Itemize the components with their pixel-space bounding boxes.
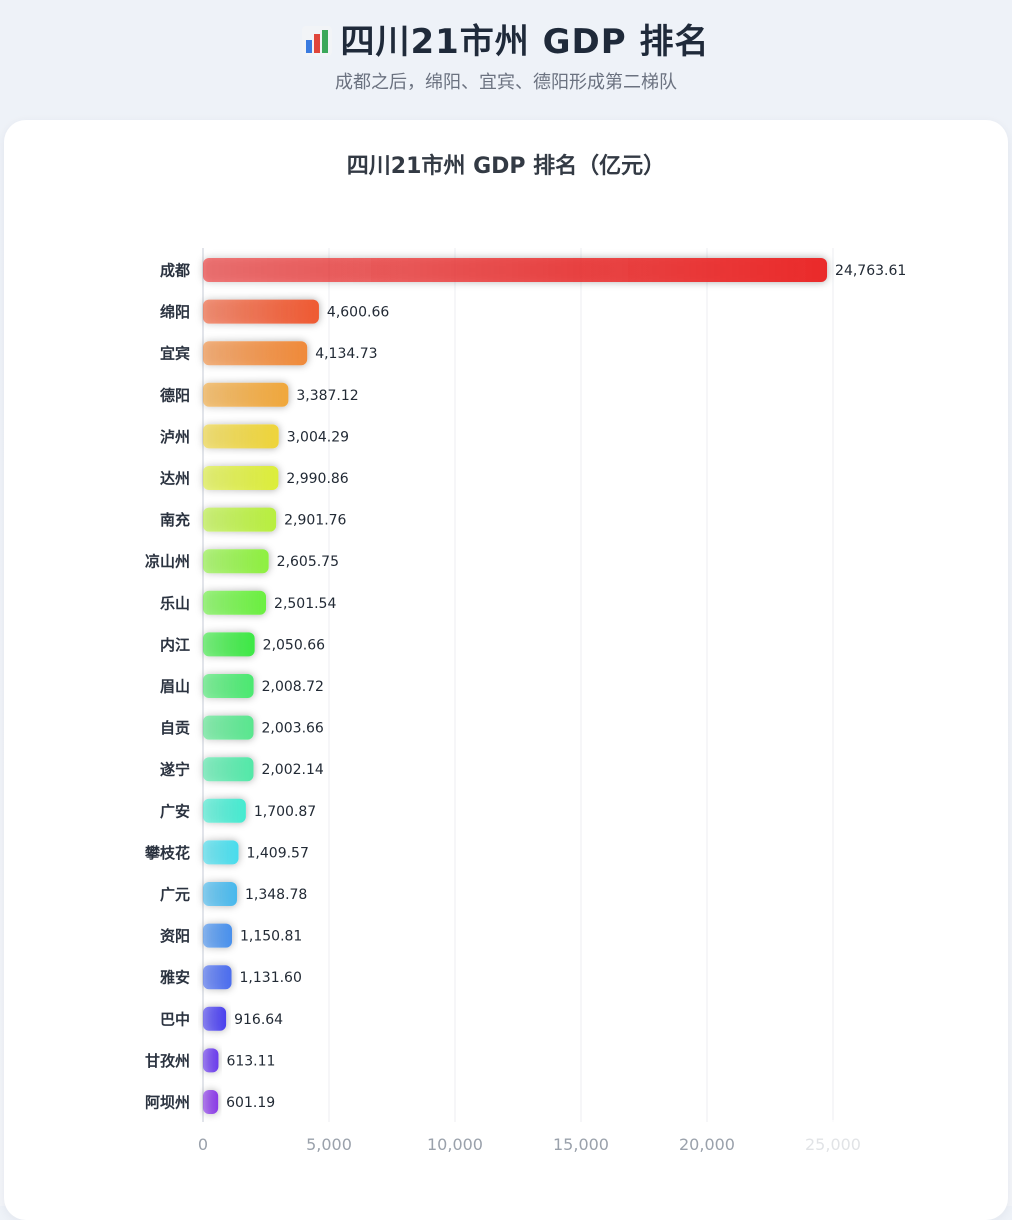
value-label: 1,700.87 bbox=[254, 804, 316, 820]
value-label: 2,990.86 bbox=[286, 471, 348, 487]
category-label: 攀枝花 bbox=[144, 844, 190, 862]
page-title: 四川21市州 GDP 排名 bbox=[0, 14, 1012, 63]
category-label: 凉山州 bbox=[145, 553, 190, 571]
chart-card bbox=[4, 120, 1008, 1220]
category-label: 雅安 bbox=[159, 969, 190, 987]
value-label: 2,605.75 bbox=[277, 554, 339, 570]
bar bbox=[203, 674, 254, 698]
page-header: 四川21市州 GDP 排名 成都之后，绵阳、宜宾、德阳形成第二梯队 bbox=[0, 0, 1012, 110]
category-label: 广安 bbox=[160, 802, 190, 820]
bar bbox=[203, 1048, 219, 1073]
bar bbox=[203, 590, 267, 615]
value-label: 2,050.66 bbox=[263, 637, 325, 653]
category-label: 广元 bbox=[160, 886, 190, 904]
x-tick-label: 15,000 bbox=[553, 1135, 609, 1154]
category-label: 自贡 bbox=[160, 719, 190, 737]
category-label: 绵阳 bbox=[160, 303, 190, 321]
value-label: 1,409.57 bbox=[247, 845, 309, 861]
value-label: 613.11 bbox=[226, 1053, 275, 1069]
bar bbox=[203, 258, 828, 282]
value-label: 4,600.66 bbox=[327, 305, 389, 321]
x-tick-label: 20,000 bbox=[679, 1135, 735, 1154]
category-label: 德阳 bbox=[160, 386, 190, 404]
bar bbox=[203, 882, 237, 906]
bar bbox=[203, 382, 289, 407]
bar bbox=[203, 466, 279, 490]
bar bbox=[203, 549, 269, 574]
page-title-text: 四川21市州 GDP 排名 bbox=[340, 22, 710, 62]
bar bbox=[203, 798, 246, 823]
bar bbox=[203, 1090, 219, 1114]
category-label: 成都 bbox=[160, 262, 190, 280]
value-label: 3,387.12 bbox=[296, 388, 358, 404]
category-label: 阿坝州 bbox=[145, 1094, 190, 1112]
watermark bbox=[800, 1120, 1000, 1200]
chart-title: 四川21市州 GDP 排名（亿元） bbox=[346, 154, 666, 179]
value-label: 2,008.72 bbox=[262, 679, 324, 695]
bar bbox=[203, 341, 308, 366]
bar bbox=[203, 1006, 227, 1031]
value-label: 3,004.29 bbox=[287, 429, 349, 445]
category-label: 资阳 bbox=[160, 927, 190, 945]
x-tick-label: 10,000 bbox=[427, 1135, 483, 1154]
value-label: 916.64 bbox=[234, 1012, 283, 1028]
bar bbox=[203, 965, 232, 990]
value-label: 601.19 bbox=[226, 1095, 275, 1111]
value-label: 2,901.76 bbox=[284, 513, 346, 529]
category-label: 甘孜州 bbox=[145, 1052, 190, 1070]
category-label: 遂宁 bbox=[160, 761, 190, 779]
page-subtitle: 成都之后，绵阳、宜宾、德阳形成第二梯队 bbox=[335, 72, 677, 93]
bar bbox=[203, 507, 277, 532]
value-label: 1,131.60 bbox=[240, 970, 302, 986]
bar bbox=[203, 715, 254, 740]
value-label: 2,003.66 bbox=[261, 721, 323, 737]
value-label: 24,763.61 bbox=[835, 263, 906, 279]
value-label: 2,002.14 bbox=[261, 762, 323, 778]
category-label: 眉山 bbox=[160, 678, 190, 696]
value-label: 4,134.73 bbox=[315, 346, 377, 362]
bar bbox=[203, 923, 233, 948]
value-label: 1,348.78 bbox=[245, 887, 307, 903]
bar bbox=[203, 757, 254, 782]
category-label: 乐山 bbox=[160, 594, 190, 612]
category-label: 宜宾 bbox=[160, 345, 190, 363]
value-label: 2,501.54 bbox=[274, 596, 336, 612]
bar bbox=[203, 424, 279, 449]
x-tick-label: 0 bbox=[198, 1135, 208, 1154]
bar-chart-icon bbox=[302, 26, 333, 56]
bar bbox=[203, 299, 319, 324]
category-label: 巴中 bbox=[160, 1010, 190, 1028]
value-label: 1,150.81 bbox=[240, 929, 302, 945]
x-tick-label: 5,000 bbox=[306, 1135, 352, 1154]
category-label: 内江 bbox=[160, 636, 190, 654]
bar bbox=[203, 840, 239, 865]
bar bbox=[203, 632, 255, 657]
category-label: 南充 bbox=[160, 511, 190, 529]
category-label: 泸州 bbox=[160, 428, 190, 446]
category-label: 达州 bbox=[160, 470, 190, 488]
